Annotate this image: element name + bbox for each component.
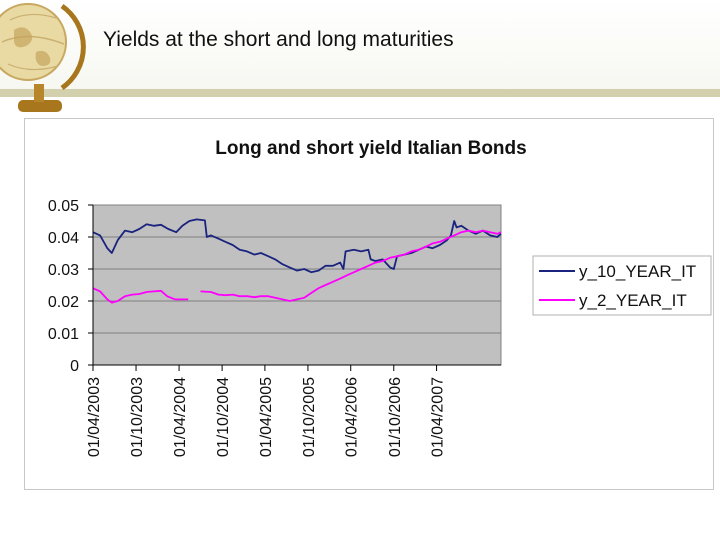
chart-legend: y_10_YEAR_IT y_2_YEAR_IT bbox=[532, 255, 712, 316]
y-tick-label: 0 bbox=[70, 358, 79, 375]
y-tick-label: 0.02 bbox=[48, 294, 79, 311]
slide-title: Yields at the short and long maturities bbox=[103, 28, 454, 51]
x-tick-label: 01/10/2003 bbox=[129, 377, 146, 457]
y-tick-label: 0.05 bbox=[48, 198, 79, 215]
axes: 0.05 0.04 0.03 0.02 0.01 0 01/04/2003 01/10/200… bbox=[48, 198, 501, 457]
plot-area bbox=[92, 204, 502, 366]
chart-frame: Long and short yield Italian Bonds 0.05 0… bbox=[24, 118, 714, 490]
gridlines bbox=[93, 236, 501, 334]
y-tick-label: 0.01 bbox=[48, 326, 79, 343]
line-chart: Long and short yield Italian Bonds 0.050… bbox=[48, 138, 712, 457]
chart-title: Long and short yield Italian Bonds bbox=[215, 138, 526, 159]
globe-icon bbox=[0, 3, 86, 112]
slide-header-rule bbox=[0, 89, 720, 97]
x-tick-label: 01/10/2004 bbox=[215, 377, 232, 457]
legend-label-y-2-year-it: y_2_YEAR_IT bbox=[579, 291, 687, 310]
series-line-y-10-year-it bbox=[92, 218, 502, 274]
x-tick-label: 01/10/2006 bbox=[387, 377, 404, 457]
legend-box bbox=[532, 255, 712, 316]
x-tick-label: 01/04/2005 bbox=[258, 377, 275, 457]
x-tick-label: 01/04/2006 bbox=[344, 377, 361, 457]
y-tick-label: 0.04 bbox=[48, 230, 79, 247]
x-tick-label: 01/04/2004 bbox=[172, 377, 189, 457]
series-line-y-2-year-it bbox=[92, 229, 502, 304]
y-tick-label: 0.03 bbox=[48, 262, 79, 279]
x-tick-label: 01/10/2005 bbox=[301, 377, 318, 457]
series-lines bbox=[92, 218, 502, 304]
x-tick-label: 01/04/2003 bbox=[86, 377, 103, 457]
slide-header-band bbox=[0, 0, 720, 92]
x-tick-label: 01/04/2007 bbox=[430, 377, 447, 457]
legend-label-y-10-year-it: y_10_YEAR_IT bbox=[579, 262, 696, 281]
